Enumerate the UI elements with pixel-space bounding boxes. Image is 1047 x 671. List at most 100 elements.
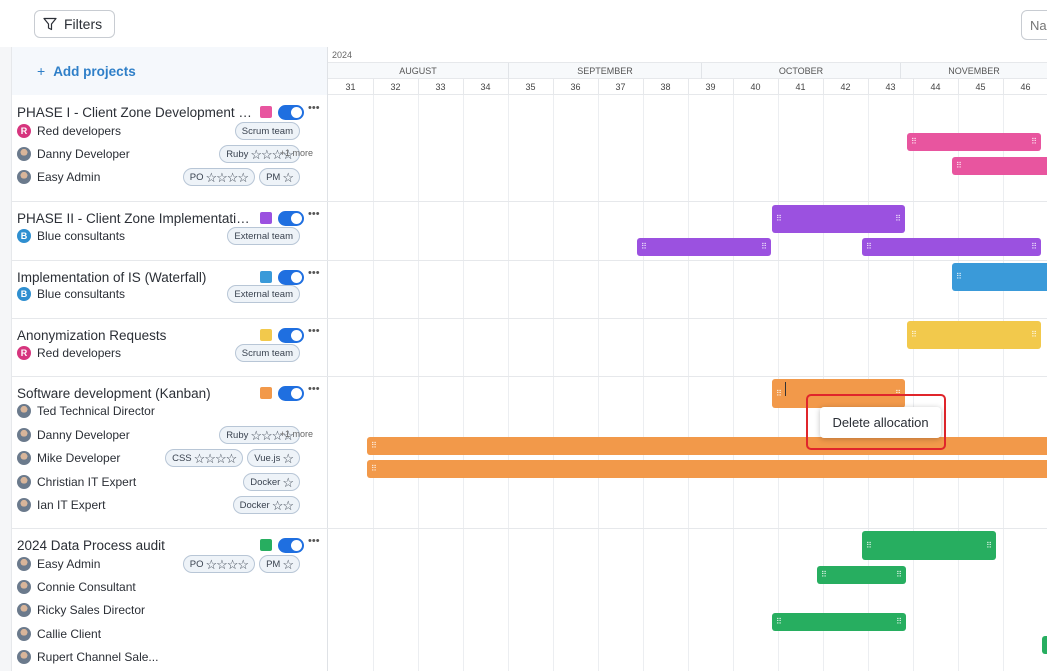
project-visibility-toggle[interactable] [278,327,304,343]
project-visibility-toggle[interactable] [278,269,304,285]
star-rating-icon[interactable]: ☆☆☆☆ [250,146,294,162]
member-row[interactable]: Easy Admin PO ☆☆☆☆ PM ☆ [17,553,327,575]
member-row[interactable]: B Blue consultants External team [17,225,327,247]
member-row[interactable]: Connie Consultant [17,576,327,598]
star-rating-icon[interactable]: ☆ [282,450,294,466]
project-visibility-toggle[interactable] [278,385,304,401]
drag-handle-icon[interactable]: ⠿ [911,137,917,146]
project-color-swatch[interactable] [260,329,272,341]
member-row[interactable]: Danny Developer Ruby ☆☆☆☆ +1 more [17,143,327,165]
allocation-bar[interactable]: ⠿⠿ [817,566,906,584]
project-header[interactable]: Software development (Kanban) ••• [17,381,327,405]
project-color-swatch[interactable] [260,539,272,551]
drag-handle-icon[interactable]: ⠿ [956,161,962,170]
drag-handle-icon[interactable]: ⠿ [896,570,902,579]
drag-handle-icon[interactable]: ⠿ [1031,137,1037,146]
star-rating-icon[interactable]: ☆☆☆☆ [205,169,249,185]
project-header[interactable]: Implementation of IS (Waterfall) ••• [17,265,327,289]
more-horizontal-icon[interactable]: ••• [308,325,320,337]
allocation-bar[interactable] [1042,636,1047,654]
allocation-bar[interactable]: ⠿⠿ [907,321,1041,349]
allocation-bar[interactable]: ⠿⠿ [907,133,1041,151]
member-row[interactable]: R Red developers Scrum team [17,120,327,142]
drag-handle-icon[interactable]: ⠿ [1031,330,1037,339]
delete-allocation-menu-item[interactable]: Delete allocation [820,407,941,438]
project-visibility-toggle[interactable] [278,104,304,120]
allocation-bar[interactable]: ⠿⠿ [862,238,1041,256]
star-rating-icon[interactable]: ☆ [282,169,294,185]
member-row[interactable]: Christian IT Expert Docker ☆ [17,471,327,493]
drag-handle-icon[interactable]: ⠿ [776,388,782,398]
project-header[interactable]: PHASE II - Client Zone Implementatio... •… [17,206,327,230]
role-tag[interactable]: CSS ☆☆☆☆ [165,449,244,467]
role-tag[interactable]: PO ☆☆☆☆ [182,555,256,573]
member-row[interactable]: Callie Client [17,623,327,645]
more-horizontal-icon[interactable]: ••• [308,102,320,114]
role-tag[interactable]: External team [227,227,300,245]
member-row[interactable]: B Blue consultants External team [17,283,327,305]
star-rating-icon[interactable]: ☆☆☆☆ [205,556,249,572]
role-tag[interactable]: PM ☆ [259,168,300,186]
allocation-bar[interactable]: ⠿⠿ [952,263,1047,291]
role-tag[interactable]: Vue.js ☆ [247,449,300,467]
drag-handle-icon[interactable]: ⠿ [956,272,962,281]
role-tag[interactable]: Docker ☆ [243,473,300,491]
drag-handle-icon[interactable]: ⠿ [1031,242,1037,251]
star-rating-icon[interactable]: ☆☆ [271,497,294,513]
more-tags-count[interactable]: +1 more [279,429,313,439]
drag-handle-icon[interactable]: ⠿ [911,330,917,339]
drag-handle-icon[interactable]: ⠿ [371,464,377,473]
role-tag[interactable]: PO ☆☆☆☆ [182,168,256,186]
drag-handle-icon[interactable]: ⠿ [866,242,872,251]
member-row[interactable]: Ian IT Expert Docker ☆☆ [17,494,327,516]
allocation-bar[interactable]: ⠿⠿ [862,531,996,560]
role-tag[interactable]: PM ☆ [259,555,300,573]
member-row[interactable]: Easy Admin PO ☆☆☆☆ PM ☆ [17,166,327,188]
drag-handle-icon[interactable]: ⠿ [895,388,901,398]
drag-handle-icon[interactable]: ⠿ [371,441,377,450]
more-horizontal-icon[interactable]: ••• [308,208,320,220]
role-tag[interactable]: Scrum team [234,122,300,140]
member-row[interactable]: Danny Developer Ruby ☆☆☆☆ +1 more [17,424,327,446]
drag-handle-icon[interactable]: ⠿ [641,242,647,251]
drag-handle-icon[interactable]: ⠿ [761,242,767,251]
role-tag[interactable]: External team [227,285,300,303]
project-title[interactable]: Anonymization Requests [17,327,167,343]
project-title[interactable]: PHASE II - Client Zone Implementatio... [17,210,253,226]
allocation-bar[interactable]: ⠿⠿ [952,157,1047,175]
project-visibility-toggle[interactable] [278,537,304,553]
project-color-swatch[interactable] [260,212,272,224]
filters-button[interactable]: Filters [34,10,115,38]
allocation-bar[interactable]: ⠿⠿ [772,205,905,233]
project-title[interactable]: 2024 Data Process audit [17,537,165,553]
allocation-bar[interactable]: ⠿⠿ [772,613,906,631]
project-header[interactable]: 2024 Data Process audit ••• [17,533,327,557]
member-row[interactable]: Ricky Sales Director [17,599,327,621]
allocation-bar[interactable]: ⠿⠿ [367,460,1047,478]
more-tags-count[interactable]: +1 more [279,148,313,158]
role-tag[interactable]: Ruby ☆☆☆☆ [219,426,300,444]
project-color-swatch[interactable] [260,106,272,118]
role-tag[interactable]: Scrum team [234,344,300,362]
star-rating-icon[interactable]: ☆☆☆☆ [193,450,238,466]
project-title[interactable]: Software development (Kanban) [17,385,211,401]
member-row[interactable]: R Red developers Scrum team [17,342,327,364]
project-title[interactable]: PHASE I - Client Zone Development (S... [17,104,253,120]
allocation-bar[interactable]: ⠿⠿ [367,437,1047,455]
role-tag[interactable]: Docker ☆☆ [232,496,300,514]
drag-handle-icon[interactable]: ⠿ [986,540,992,550]
add-projects-button[interactable]: + Add projects [12,47,327,95]
more-horizontal-icon[interactable]: ••• [308,267,320,279]
drag-handle-icon[interactable]: ⠿ [776,214,782,223]
drag-handle-icon[interactable]: ⠿ [821,570,827,579]
star-rating-icon[interactable]: ☆☆☆☆ [250,427,294,443]
star-rating-icon[interactable]: ☆ [282,556,294,572]
allocation-bar[interactable]: ⠿⠿ [772,379,905,408]
member-row[interactable]: Mike Developer CSS ☆☆☆☆ Vue.js ☆ [17,447,327,469]
project-color-swatch[interactable] [260,271,272,283]
member-row[interactable]: Ted Technical Director [17,400,327,422]
more-horizontal-icon[interactable]: ••• [308,535,320,547]
project-visibility-toggle[interactable] [278,210,304,226]
allocation-bar[interactable]: ⠿⠿ [637,238,771,256]
drag-handle-icon[interactable]: ⠿ [895,214,901,223]
